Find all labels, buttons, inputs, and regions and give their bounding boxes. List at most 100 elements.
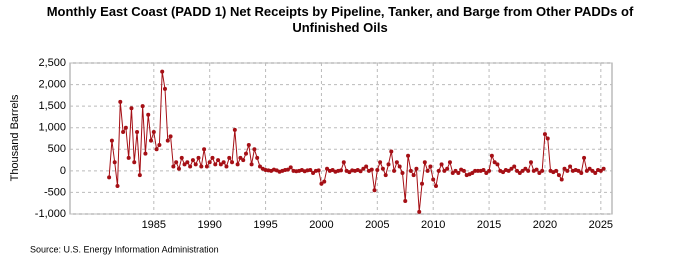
data-point <box>364 164 369 169</box>
data-point <box>207 160 212 165</box>
data-point <box>149 138 154 143</box>
data-point <box>447 160 452 165</box>
data-point <box>216 158 221 163</box>
data-point <box>252 147 257 152</box>
data-point <box>157 142 162 147</box>
data-point <box>534 167 539 172</box>
data-point <box>372 188 377 193</box>
data-point <box>400 171 405 176</box>
data-point <box>559 177 564 182</box>
data-point <box>565 168 570 173</box>
data-point <box>598 168 603 173</box>
data-point <box>118 99 123 104</box>
data-point <box>540 168 545 173</box>
data-point <box>520 168 525 173</box>
data-point <box>380 166 385 171</box>
source-note: Source: U.S. Energy Information Administ… <box>30 244 219 254</box>
data-point <box>394 160 399 165</box>
data-point <box>456 171 461 176</box>
data-point <box>562 166 567 171</box>
data-point <box>168 134 173 139</box>
data-point <box>492 160 497 165</box>
data-point <box>523 166 528 171</box>
x-tick-label: 2010 <box>421 219 445 231</box>
data-point <box>481 167 486 172</box>
data-point <box>232 127 237 132</box>
data-point <box>199 164 204 169</box>
data-point <box>568 164 573 169</box>
y-axis-label: Thousand Barrels <box>9 94 21 181</box>
x-tick-label: 1990 <box>197 219 221 231</box>
data-point <box>369 167 374 172</box>
data-point <box>383 173 388 178</box>
data-point <box>146 112 151 117</box>
data-point <box>453 168 458 173</box>
data-point <box>475 168 480 173</box>
data-point <box>582 155 587 160</box>
chart-title: Monthly East Coast (PADD 1) Net Receipts… <box>46 4 634 35</box>
data-point <box>325 166 330 171</box>
x-tick-label: 2025 <box>589 219 613 231</box>
data-point <box>576 168 581 173</box>
data-point <box>515 168 520 173</box>
data-point <box>162 86 167 91</box>
data-point <box>224 164 229 169</box>
data-point <box>230 160 235 165</box>
data-point <box>473 168 478 173</box>
data-point <box>319 181 324 186</box>
data-point <box>542 132 547 137</box>
data-point <box>339 168 343 173</box>
data-point <box>202 147 207 152</box>
data-point <box>176 166 181 171</box>
data-point <box>487 168 492 173</box>
data-point <box>501 170 506 175</box>
data-point <box>126 155 131 160</box>
data-point <box>579 171 584 176</box>
data-point <box>512 164 517 169</box>
data-point <box>537 171 542 176</box>
data-point <box>311 171 316 176</box>
data-point <box>121 130 126 135</box>
data-point <box>285 167 290 172</box>
data-point <box>174 160 179 165</box>
data-point <box>115 183 120 188</box>
data-point <box>389 149 394 154</box>
data-point <box>109 138 114 143</box>
x-tick-label: 2005 <box>365 219 389 231</box>
data-point <box>428 164 433 169</box>
data-point <box>112 160 117 165</box>
data-point <box>392 168 397 173</box>
x-tick-label: 2000 <box>309 219 333 231</box>
data-point <box>160 69 165 74</box>
data-point <box>509 166 514 171</box>
data-point <box>288 165 293 170</box>
data-point <box>495 162 500 167</box>
data-point <box>425 168 430 173</box>
data-point <box>204 164 209 169</box>
data-point <box>221 160 226 165</box>
data-point <box>190 158 195 163</box>
data-point <box>227 155 232 160</box>
data-point <box>107 175 112 180</box>
data-point <box>129 106 134 111</box>
y-tick-label: 1,000 <box>38 122 66 134</box>
data-point <box>445 166 450 171</box>
data-point <box>246 142 251 147</box>
y-tick-label: -1,000 <box>35 208 66 220</box>
data-point <box>590 168 595 173</box>
data-point <box>436 168 441 173</box>
data-point <box>143 151 148 156</box>
data-point <box>171 164 176 169</box>
series-line <box>108 71 604 212</box>
data-point <box>361 166 366 171</box>
x-tick-label: 2015 <box>477 219 501 231</box>
data-point <box>403 199 408 204</box>
x-tick-label: 2020 <box>533 219 557 231</box>
data-point <box>316 168 321 173</box>
data-point <box>132 160 137 165</box>
data-point <box>375 167 380 172</box>
data-point <box>414 166 419 171</box>
data-point <box>408 168 413 173</box>
data-point <box>528 160 533 165</box>
